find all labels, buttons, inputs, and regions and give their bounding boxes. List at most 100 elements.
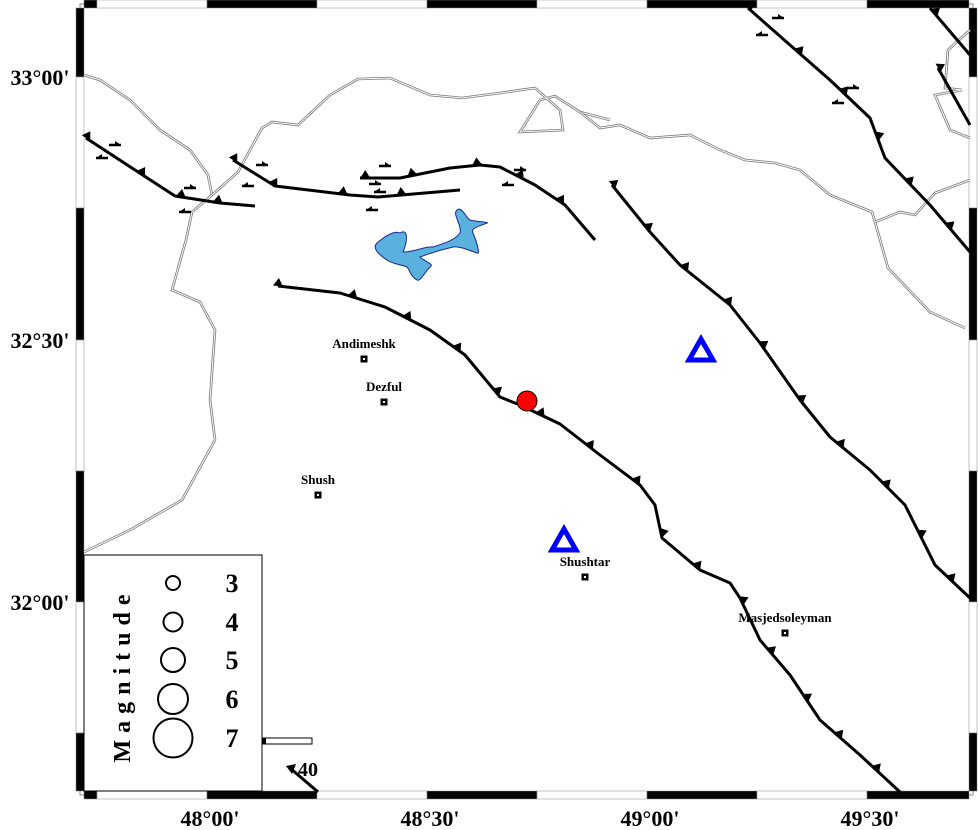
strike-slip-arrowhead	[96, 154, 102, 158]
strike-slip-arrowhead	[374, 188, 380, 192]
frame-segment	[536, 790, 648, 800]
river	[579, 110, 966, 330]
thrust-barb-icon	[584, 440, 594, 450]
frame-segment	[75, 601, 85, 734]
thrust-barb-icon	[608, 179, 619, 189]
thrust-barb-icon	[875, 131, 885, 141]
thrust-barb-icon	[273, 278, 283, 287]
earthquake-epicenter[interactable]	[516, 390, 538, 412]
scale-bar: 40	[262, 737, 319, 794]
rivers	[83, 29, 971, 554]
lake	[374, 208, 488, 281]
town-shush[interactable]: Shush	[301, 472, 336, 499]
legend-title: Magnitude	[110, 587, 136, 762]
fault-line	[232, 158, 461, 199]
scale-bar-rect	[262, 737, 313, 745]
thrust-barb-icon	[472, 157, 483, 166]
scale-fault-barb	[286, 764, 296, 774]
thrust-barb-icon	[555, 194, 565, 205]
fault-line	[277, 284, 902, 794]
fault-line	[747, 6, 972, 253]
thrust-barb-icon	[794, 46, 804, 56]
frame-segment	[75, 470, 85, 603]
river-inner	[934, 29, 971, 139]
thrust-barb-icon	[904, 176, 914, 186]
frame-segment	[75, 732, 85, 792]
thrust-barb-icon	[945, 221, 955, 231]
town-masjedsoleyman[interactable]: Masjedsoleyman	[738, 610, 832, 637]
thrust-barb-icon	[871, 763, 881, 773]
legend-magnitude-label: 6	[226, 685, 239, 714]
station-triangle-icon[interactable]	[547, 523, 581, 553]
magnitude-circle-icon	[160, 647, 186, 673]
thrust-barb-icon	[228, 153, 238, 163]
town-andimeshk[interactable]: Andimeshk	[332, 336, 397, 363]
thrust-barb-icon	[930, 7, 941, 17]
frame-segment	[75, 207, 85, 341]
frame-segment	[968, 601, 978, 734]
lat-label: 33°00'	[11, 65, 70, 90]
thrust-barb-icon	[136, 167, 146, 177]
lon-label: 49°00'	[621, 806, 680, 830]
town-shushtar[interactable]: Shushtar	[560, 554, 611, 581]
strike-slip-arrowhead	[778, 14, 784, 18]
thrust-barb-icon	[758, 340, 769, 350]
town-marker-dot	[784, 632, 786, 634]
fault-line	[360, 163, 597, 241]
river	[874, 178, 971, 224]
thrust-barb-icon	[402, 311, 412, 321]
frame-segment	[646, 0, 758, 9]
town-label: Shushtar	[560, 554, 611, 569]
frame-segment	[206, 0, 318, 9]
frame-segment	[96, 790, 208, 800]
strike-slip-arrowhead	[502, 181, 508, 185]
thrust-barb-icon	[680, 262, 690, 272]
thrust-barb-icon	[744, 1, 754, 12]
thrust-barb-icon	[739, 596, 749, 606]
thrust-barb-icon	[935, 63, 945, 73]
frame-segment	[536, 0, 648, 9]
thrust-barb-icon	[360, 170, 371, 178]
frame-segment	[206, 790, 318, 800]
strike-slip-arrowhead	[115, 141, 121, 145]
station-triangle-icon[interactable]	[684, 333, 718, 363]
strike-slip-arrowhead	[385, 162, 391, 166]
thrust-barb-icon	[452, 342, 462, 352]
thrust-barb-icon	[917, 529, 927, 539]
frame-segment	[968, 207, 978, 341]
frame-segment	[968, 7, 978, 78]
frame-segment	[426, 790, 538, 800]
town-label: Andimeshk	[332, 336, 396, 351]
town-marker-dot	[317, 494, 319, 496]
town-label: Shush	[301, 472, 336, 487]
strike-slip-arrowhead	[756, 31, 762, 35]
river-inner	[83, 74, 216, 553]
thrust-barb-icon	[766, 646, 776, 656]
town-dezful[interactable]: Dezful	[366, 379, 402, 406]
thrust-barb-icon	[268, 177, 278, 188]
strike-slip-arrowhead	[375, 180, 381, 184]
thrust-barb-icon	[514, 169, 524, 180]
strike-slip-arrowhead	[520, 166, 526, 170]
thrust-barb-icon	[692, 560, 702, 571]
river-inner	[874, 179, 971, 223]
thrust-barb-icon	[212, 194, 223, 204]
legend-magnitude-label: 7	[226, 724, 239, 753]
frame-segment	[968, 76, 978, 209]
frame-segment	[866, 790, 970, 800]
towns: Andimeshk Dezful Shush Shushtar Masjedsoleym…	[301, 336, 832, 637]
thrust-barb-icon	[796, 395, 807, 404]
lon-label: 49°30'	[841, 806, 900, 830]
frame-segment	[866, 0, 970, 9]
town-label: Masjedsoleyman	[738, 610, 832, 625]
strike-slip-arrowhead	[853, 84, 859, 88]
legend-magnitude-label: 5	[226, 646, 239, 675]
town-marker-dot	[363, 358, 365, 360]
map-frame	[75, 0, 978, 800]
lon-label: 48°00'	[181, 806, 240, 830]
frame-segment	[968, 732, 978, 792]
thrust-barb-icon	[834, 729, 844, 740]
thrust-barb-icon	[535, 407, 545, 417]
river	[211, 76, 611, 196]
